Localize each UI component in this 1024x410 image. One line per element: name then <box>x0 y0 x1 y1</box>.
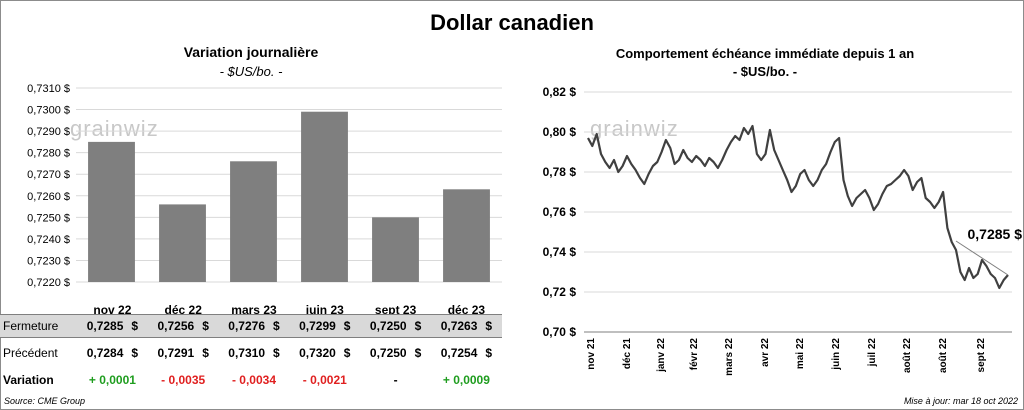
variation-cell: - 0,0034 <box>231 373 277 387</box>
update-date: Mise à jour: mar 18 oct 2022 <box>903 396 1018 406</box>
category-label: nov 22 <box>93 303 132 317</box>
table-cell: 0,7285 $ <box>86 319 139 333</box>
right-watermark: grainwiz <box>590 116 679 141</box>
right-series-line <box>587 124 1009 290</box>
table-cell: 0,7263 $ <box>440 319 493 333</box>
table-row-variation: Variation + 0,0001 - 0,0035 - 0,0034 - 0,002… <box>0 368 502 392</box>
left-watermark: grainwiz <box>70 116 159 141</box>
right-xtick-label: juil 22 <box>867 338 878 368</box>
right-chart-unit: - $US/bo. - <box>732 64 798 79</box>
right-xtick-label: nov 21 <box>586 338 597 370</box>
right-ytick-label: 0,80 $ <box>543 125 577 139</box>
variation-cell: - <box>393 373 398 387</box>
table-cell: 0,7250 $ <box>369 319 422 333</box>
left-ytick-label: 0,7280 $ <box>27 148 70 160</box>
category-label: juin 23 <box>305 303 344 317</box>
main-title: Dollar canadien <box>430 10 594 35</box>
left-ytick-label: 0,7240 $ <box>27 234 70 246</box>
left-bar-chart: 0,7220 $ 0,7230 $ 0,7240 $ 0,7250 $ 0,7260 $… <box>27 83 502 289</box>
right-xtick-label: janv 22 <box>656 338 667 373</box>
right-ytick-label: 0,74 $ <box>543 245 577 259</box>
variation-cell: + 0,0001 <box>88 373 136 387</box>
left-ytick-label: 0,7300 $ <box>27 105 70 117</box>
right-ytick-label: 0,72 $ <box>543 285 577 299</box>
annotation-leader <box>955 240 1009 276</box>
table-header-row: nov 22 déc 22 mars 23 juin 23 sept 23 déc 23 <box>0 300 502 320</box>
right-xtick-label: mai 22 <box>795 338 806 370</box>
table-row-fermeture: Fermeture 0,7285 $ 0,7256 $ 0,7276 $ 0,7299 $ 0,7… <box>0 314 502 338</box>
table-cell: 0,7320 $ <box>299 346 351 360</box>
last-value-annotation: 0,7285 $ <box>968 226 1023 242</box>
table-cell: 0,7256 $ <box>157 319 209 333</box>
row-label: Fermeture <box>3 319 59 333</box>
table-cell: 0,7284 $ <box>86 346 139 360</box>
right-ytick-label: 0,76 $ <box>543 205 577 219</box>
left-bar <box>88 141 135 282</box>
table-cell: 0,7310 $ <box>228 346 280 360</box>
source-note: Source: CME Group <box>4 396 86 406</box>
left-ytick-label: 0,7270 $ <box>27 169 70 181</box>
right-ytick-label: 0,78 $ <box>543 165 577 179</box>
right-xtick-label: août 22 <box>902 338 913 373</box>
right-chart-title: Comportement échéance immédiate depuis 1… <box>615 46 915 61</box>
category-label: mars 23 <box>231 303 277 317</box>
left-ytick-label: 0,7220 $ <box>27 277 70 289</box>
left-ytick-label: 0,7260 $ <box>27 191 70 203</box>
table-cell: 0,7276 $ <box>228 319 280 333</box>
left-bar <box>443 189 490 282</box>
category-label: déc 23 <box>447 303 486 317</box>
table-cell: 0,7250 $ <box>369 346 422 360</box>
variation-cell: + 0,0009 <box>442 373 490 387</box>
table-row-precedent: Précédent 0,7284 $ 0,7291 $ 0,7310 $ 0,7320 $ 0,7… <box>0 341 502 365</box>
right-xtick-label: août 22 <box>938 338 949 373</box>
category-label: sept 23 <box>374 303 417 317</box>
left-bar <box>230 161 277 282</box>
left-bar <box>159 204 206 282</box>
right-xtick-label: déc 21 <box>622 338 633 370</box>
category-label: déc 22 <box>164 303 202 317</box>
table-cell: 0,7254 $ <box>440 346 493 360</box>
left-bar <box>301 111 348 282</box>
left-ytick-label: 0,7290 $ <box>27 126 70 138</box>
right-xtick-label: juin 22 <box>831 338 842 371</box>
left-ytick-label: 0,7250 $ <box>27 212 70 224</box>
right-ytick-label: 0,82 $ <box>543 85 577 99</box>
right-xtick-label: avr 22 <box>760 338 771 367</box>
table-cell: 0,7299 $ <box>299 319 351 333</box>
left-ytick-label: 0,7310 $ <box>27 83 70 95</box>
row-label: Précédent <box>3 346 58 360</box>
left-chart-unit: - $US/bo. - <box>219 64 283 79</box>
variation-cell: - 0,0035 <box>161 373 206 387</box>
table-cell: 0,7291 $ <box>157 346 209 360</box>
row-label: Variation <box>3 373 54 387</box>
variation-cell: - 0,0021 <box>302 373 347 387</box>
right-ytick-label: 0,70 $ <box>543 325 577 339</box>
right-xtick-label: mars 22 <box>724 338 735 376</box>
right-xtick-label: sept 22 <box>976 338 987 373</box>
left-bar <box>372 217 419 282</box>
right-xtick-label: févr 22 <box>689 338 700 371</box>
left-ytick-label: 0,7230 $ <box>27 255 70 267</box>
left-chart-title: Variation journalière <box>183 44 319 60</box>
right-line-chart: 0,70 $ 0,72 $ 0,74 $ 0,76 $ 0,78 $ 0,80 $ 0,82… <box>543 85 1023 376</box>
